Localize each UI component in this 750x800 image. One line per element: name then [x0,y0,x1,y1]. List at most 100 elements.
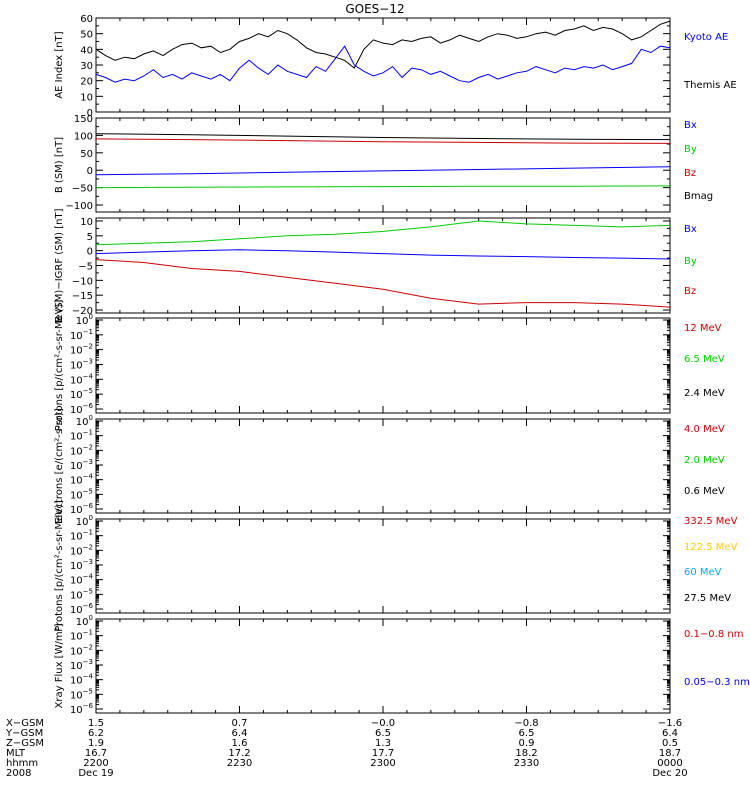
legend-entry: 6.5 MeV [684,354,725,365]
x-axis-row-label: hhmm [6,758,38,769]
y-tick-label: 10−5 [70,387,93,401]
panel-frame-b [95,117,671,213]
y-tick-label: 10−1 [70,328,93,342]
series-line-kyoto-ae [95,45,671,83]
y-tick-label: 60 [80,14,93,25]
y-tick-label: 100 [76,313,93,327]
x-axis-value: 6.4 [232,728,248,739]
y-tick-label: 10−2 [70,443,93,457]
x-axis-value: 1.9 [88,738,104,749]
y-tick-label: 10−3 [70,358,93,372]
y-tick-label: 10−6 [70,702,94,716]
y-tick-label: 5 [87,232,93,243]
x-axis-row-label: 2008 [6,768,31,779]
y-axis-label: B (SM) [nT] [54,137,65,193]
y-tick-label: 10 [80,92,93,103]
legend-entry: 122.5 MeV [684,542,738,553]
y-tick-label: 100 [76,414,93,428]
y-tick-label: 100 [74,131,93,142]
x-axis-value: 2300 [370,758,395,769]
panel-frame-ae [95,17,671,113]
x-axis-value: 18.7 [659,748,681,759]
x-axis-value: 2200 [83,758,108,769]
panel-frame-bdiff [95,217,671,314]
series-line-bx [95,166,671,176]
y-tick-label: −50 [72,184,93,195]
y-tick-label: 100 [76,614,93,628]
y-tick-label: 20 [80,77,93,88]
series-line-bmag [95,133,671,141]
x-axis-value: 17.2 [228,748,250,759]
y-tick-label: 50 [80,149,93,160]
series-line-by [95,185,671,189]
y-tick-label: 10−5 [70,487,93,501]
y-tick-label: 10−1 [70,429,93,443]
legend-entry: By [684,144,697,155]
x-axis-value: 6.5 [375,728,391,739]
legend-entry: Bx [684,224,697,235]
y-tick-label: 40 [80,45,93,56]
y-tick-label: −5 [78,262,93,273]
legend-entry: 332.5 MeV [684,516,738,527]
y-axis-label: B (SM)−IGRF (SM) [nT] [54,208,65,322]
y-tick-label: 10−6 [70,402,94,416]
x-axis-row-label: MLT [6,748,26,759]
x-axis-value: 6.4 [662,728,678,739]
y-tick-label: 10−1 [70,629,93,643]
legend-entry: 27.5 MeV [684,593,731,604]
panel-frame-electrons [95,418,671,514]
legend-entry: 2.0 MeV [684,455,725,466]
panel-frame-xray [95,618,671,714]
x-axis-value: 17.7 [372,748,394,759]
y-tick-label: 0 [87,108,93,119]
x-axis-value: 2230 [227,758,252,769]
y-tick-label: 0 [87,247,93,258]
legend-entry: 12 MeV [684,323,722,334]
y-tick-label: 0 [87,166,93,177]
y-tick-label: −10 [72,276,93,287]
x-axis-value: −0.8 [514,718,538,729]
x-axis-row-label: Y−GSM [5,728,43,739]
y-axis-label: Protons [p/(cm²-s-sr-MeV)] [54,500,65,632]
y-tick-label: 10−4 [70,673,94,687]
x-axis-value: 0.5 [662,738,678,749]
legend-entry: Bz [684,286,696,297]
series-line-bz [95,259,671,308]
y-tick-label: 50 [80,30,93,41]
y-tick-label: 10−4 [70,473,94,487]
legend-entry: Themis AE [683,80,737,91]
y-tick-label: 10−5 [70,687,93,701]
series-line-bz [95,138,671,144]
legend-entry: Bx [684,120,697,131]
legend-entry: 4.0 MeV [684,424,725,435]
y-tick-label: 10−3 [70,458,93,472]
legend-entry: 60 MeV [684,567,722,578]
x-axis-value: Dec 19 [78,768,113,779]
legend-entry: 0.05−0.3 nm [684,677,750,688]
legend-entry: Kyoto AE [684,32,728,43]
x-axis-value: 0000 [657,758,682,769]
legend-entry: 2.4 MeV [684,388,725,399]
y-axis-label: Electrons [e/(cm²-s-sr)] [54,408,65,524]
x-axis-row-label: Z−GSM [6,738,44,749]
x-axis-value: 0.9 [519,738,535,749]
y-tick-label: 10 [80,217,93,228]
x-axis-value: 6.2 [88,728,104,739]
x-axis-value: 1.5 [88,718,104,729]
y-tick-label: −15 [72,291,93,302]
x-axis-value: 1.6 [232,738,248,749]
y-axis-label: AE Index [nT] [54,31,65,98]
series-line-by [95,220,671,246]
x-axis-row-label: X−GSM [6,718,44,729]
y-tick-label: 10−6 [70,602,94,616]
legend-entry: 0.1−0.8 nm [684,629,743,640]
y-tick-label: 10−2 [70,343,93,357]
legend-entry: 0.6 MeV [684,486,725,497]
y-tick-label: 150 [74,114,93,125]
y-tick-label: 100 [76,514,93,528]
x-axis-value: 16.7 [85,748,107,759]
x-axis-value: 2330 [514,758,539,769]
y-axis-label: Xray Flux [W/m²] [54,623,65,708]
x-axis-value: 1.3 [375,738,391,749]
